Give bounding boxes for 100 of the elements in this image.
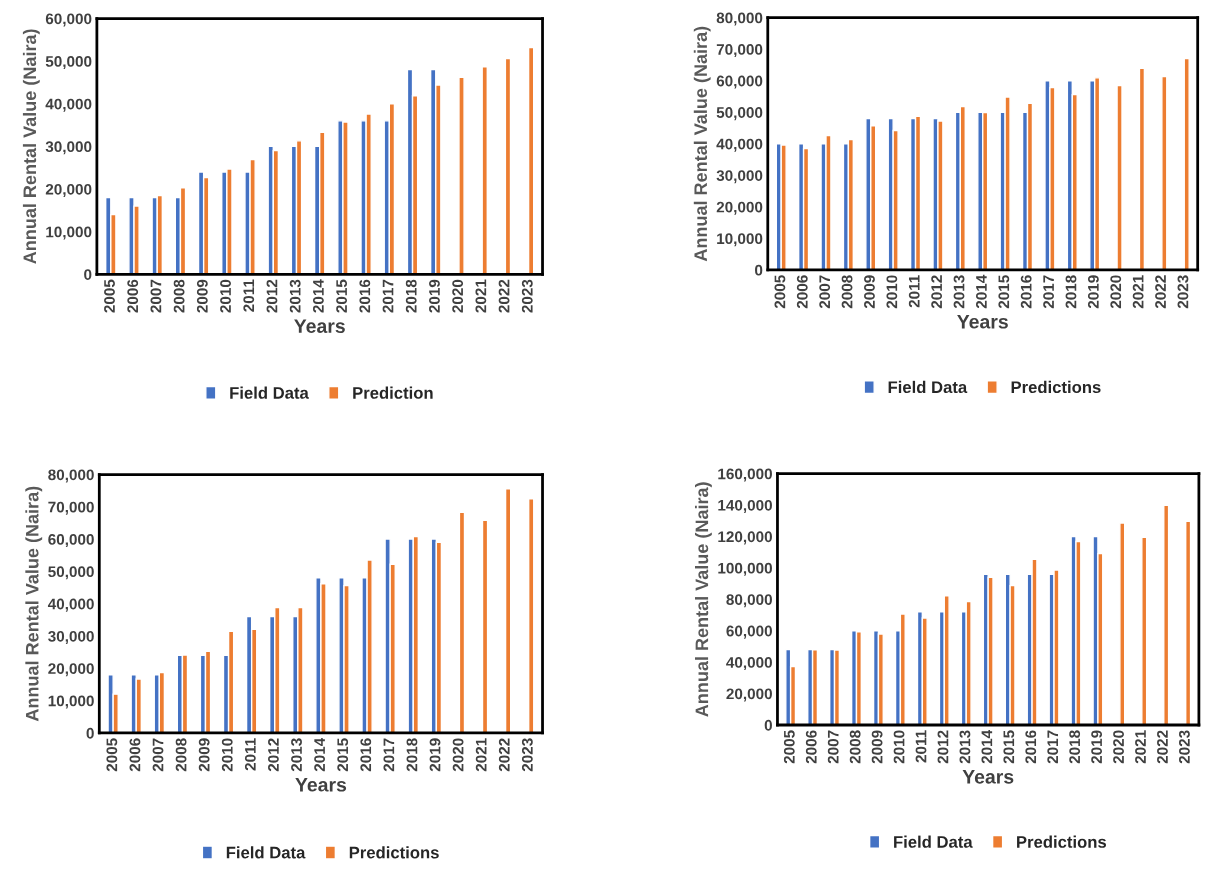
bar bbox=[899, 613, 906, 725]
bar bbox=[1185, 520, 1192, 725]
y-tick-label: 50,000 bbox=[716, 107, 763, 121]
bar bbox=[1116, 84, 1123, 270]
y-tick-label: 10,000 bbox=[48, 695, 94, 709]
bar bbox=[504, 488, 512, 733]
y-tick-label: 0 bbox=[764, 719, 772, 731]
y-tick-label: 80,000 bbox=[48, 469, 94, 483]
y-axis-title: Annual Rental Value (Naira) bbox=[25, 486, 43, 722]
y-tick-label: 160,000 bbox=[718, 468, 772, 482]
x-tick-label: 2009 bbox=[196, 279, 208, 313]
y-tick-label: 20,000 bbox=[48, 663, 94, 677]
x-tick-label: 2014 bbox=[981, 729, 993, 764]
bar bbox=[435, 541, 443, 733]
y-tick-label: 0 bbox=[86, 727, 94, 739]
y-tick-label: 70,000 bbox=[48, 501, 94, 515]
bar bbox=[481, 519, 489, 733]
x-tick-label: 2005 bbox=[783, 730, 795, 764]
x-tick-label: 2019 bbox=[429, 279, 440, 313]
bar bbox=[943, 595, 950, 725]
y-tick-label: 70,000 bbox=[716, 44, 763, 58]
x-tick-label: 2020 bbox=[452, 738, 464, 772]
x-tick-label: 2014 bbox=[976, 274, 987, 309]
y-tick-label: 60,000 bbox=[716, 75, 763, 89]
y-tick-label: 80,000 bbox=[716, 12, 763, 26]
y-tick-label: 20,000 bbox=[45, 183, 92, 197]
y-tick-label: 60,000 bbox=[726, 625, 772, 639]
y-tick-label: 30,000 bbox=[45, 141, 92, 155]
legend-label: Predictions bbox=[1011, 380, 1101, 394]
x-tick-label: 2009 bbox=[864, 275, 875, 309]
bar bbox=[914, 115, 922, 270]
bar bbox=[1026, 102, 1034, 270]
x-tick-label: 2011 bbox=[243, 279, 255, 312]
bar bbox=[1161, 75, 1168, 270]
x-tick-label: 2018 bbox=[406, 738, 418, 772]
x-tick-label: 2007 bbox=[150, 279, 162, 313]
legend-label: Field Data bbox=[226, 846, 306, 859]
x-tick-label: 2008 bbox=[841, 275, 853, 309]
legend-label: Predictions bbox=[1017, 835, 1107, 848]
y-axis-title: Annual Rental Value (Naira) bbox=[694, 482, 712, 717]
y-tick-label: 100,000 bbox=[718, 562, 772, 576]
y-tick-label: 10,000 bbox=[46, 226, 92, 240]
bar bbox=[458, 76, 465, 275]
x-axis-title: Years bbox=[295, 778, 347, 792]
bar bbox=[158, 671, 166, 733]
x-tick-label: 2006 bbox=[805, 730, 817, 764]
x-tick-label: 2007 bbox=[819, 275, 831, 309]
bar bbox=[179, 187, 187, 275]
y-tick-label: 10,000 bbox=[717, 233, 763, 247]
bar bbox=[802, 147, 810, 270]
bar bbox=[855, 630, 863, 725]
bar bbox=[388, 103, 396, 275]
bar bbox=[527, 46, 535, 275]
x-tick-label: 2015 bbox=[337, 738, 349, 772]
bar bbox=[227, 630, 235, 733]
x-tick-label: 2023 bbox=[521, 279, 533, 313]
bar bbox=[481, 65, 488, 275]
y-tick-label: 60,000 bbox=[48, 533, 94, 548]
y-tick-label: 50,000 bbox=[48, 566, 94, 580]
legend-label: Field Data bbox=[230, 386, 309, 399]
x-tick-label: 2018 bbox=[1065, 275, 1077, 309]
x-tick-label: 2017 bbox=[383, 738, 395, 772]
bar bbox=[1141, 536, 1148, 725]
x-tick-label: 2021 bbox=[475, 738, 487, 772]
x-tick-label: 2005 bbox=[774, 275, 786, 309]
x-tick-label: 2015 bbox=[998, 275, 1010, 309]
y-axis-title: Annual Rental Value (Naira) bbox=[22, 29, 40, 264]
y-tick-label: 20,000 bbox=[726, 688, 772, 702]
x-tick-label: 2006 bbox=[129, 738, 141, 772]
legend-label: Prediction bbox=[353, 386, 433, 399]
y-tick-label: 80,000 bbox=[726, 594, 772, 608]
bar bbox=[1053, 569, 1060, 725]
x-tick-label: 2021 bbox=[1132, 275, 1144, 309]
bar bbox=[780, 144, 787, 270]
x-tick-label: 2010 bbox=[221, 738, 233, 772]
y-tick-label: 0 bbox=[84, 269, 92, 280]
bar bbox=[1138, 67, 1146, 270]
bar bbox=[877, 633, 884, 725]
x-tick-label: 2016 bbox=[359, 279, 371, 313]
bar bbox=[458, 511, 466, 733]
y-tick-label: 140,000 bbox=[718, 499, 772, 513]
x-tick-label: 2010 bbox=[893, 730, 905, 764]
x-tick-label: 2021 bbox=[1135, 730, 1146, 764]
x-tick-label: 2020 bbox=[1110, 275, 1122, 309]
bar bbox=[204, 650, 212, 733]
y-axis-title: Annual Rental Value (Naira) bbox=[693, 26, 711, 262]
x-tick-label: 2013 bbox=[959, 730, 971, 764]
x-tick-label: 2005 bbox=[104, 279, 115, 313]
x-tick-label: 2013 bbox=[291, 738, 302, 772]
x-axis-title: Years bbox=[957, 315, 1008, 329]
legend-label: Field Data bbox=[894, 835, 973, 848]
x-tick-label: 2013 bbox=[953, 275, 965, 309]
x-tick-label: 2022 bbox=[498, 738, 510, 772]
x-tick-label: 2012 bbox=[937, 730, 949, 764]
x-tick-label: 2007 bbox=[152, 738, 164, 772]
x-tick-label: 2022 bbox=[1157, 730, 1168, 764]
x-tick-label: 2012 bbox=[931, 275, 943, 309]
x-tick-label: 2023 bbox=[1177, 275, 1189, 309]
x-tick-label: 2014 bbox=[312, 279, 324, 313]
bar bbox=[295, 140, 303, 275]
